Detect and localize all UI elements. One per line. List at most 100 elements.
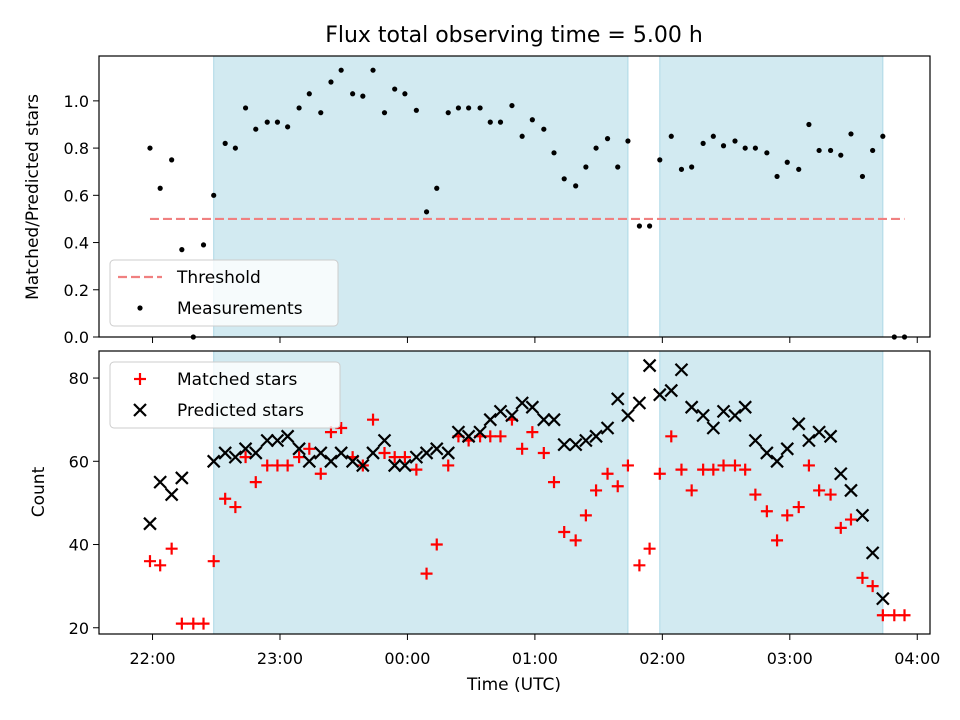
predicted-star-marker — [377, 433, 392, 448]
matched-star-marker — [760, 505, 773, 518]
ratio-x-ticks — [152, 337, 918, 343]
matched-star-marker — [813, 484, 826, 497]
measurement-point — [147, 145, 153, 151]
ratio-measurements — [147, 67, 908, 340]
predicted-star-marker — [493, 404, 508, 419]
measurement-point — [445, 110, 451, 116]
measurement-point — [541, 126, 547, 132]
matched-star-marker — [611, 480, 624, 493]
predicted-star-marker — [409, 450, 424, 464]
x-axis-label: Time (UTC) — [466, 675, 561, 695]
predicted-star-marker — [387, 458, 402, 473]
predicted-star-marker — [238, 442, 253, 456]
matched-star-marker — [856, 571, 869, 584]
count-y-axis: 20 40 60 80 — [69, 369, 99, 638]
predicted-star-marker — [632, 396, 647, 410]
y-tick-label: 1.0 — [64, 92, 89, 111]
ratio-legend: Threshold Measurements — [109, 259, 339, 327]
x-tick-label: 00:00 — [384, 649, 430, 668]
measurement-point — [509, 102, 515, 109]
predicted-star-marker — [621, 408, 635, 423]
predicted-star-marker — [876, 591, 890, 606]
matched-star-marker — [219, 492, 232, 505]
predicted-star-marker — [579, 433, 593, 448]
x-tick-label: 01:00 — [512, 649, 558, 668]
matched-star-marker — [410, 463, 423, 476]
measurement-point — [413, 107, 419, 113]
predicted-star-marker — [589, 429, 603, 444]
predicted-star-marker — [218, 446, 232, 460]
x-tick-label: 02:00 — [639, 649, 685, 668]
predicted-star-marker — [728, 408, 742, 423]
predicted-star-marker — [610, 392, 625, 406]
predicted-star-marker — [345, 454, 360, 469]
measurement-point — [519, 133, 525, 139]
measurement-point — [285, 124, 291, 130]
count-panel: 20 40 60 80 22:00 23:00 00:00 01:00 02:00 03:00 0… — [29, 350, 940, 668]
predicted-star-marker — [356, 458, 370, 473]
measurement-point — [434, 185, 440, 191]
measurement-point — [274, 119, 281, 125]
x-tick-label: 23:00 — [257, 649, 303, 668]
measurement-point — [328, 79, 334, 85]
measurement-point — [636, 223, 643, 229]
matched-star-marker — [685, 484, 698, 497]
x-tick-label: 22:00 — [129, 649, 175, 668]
matched-star-marker — [707, 463, 720, 476]
y-tick-label: 40 — [69, 536, 89, 555]
predicted-star-marker — [557, 437, 571, 452]
predicted-star-marker — [270, 433, 285, 448]
legend-predicted-swatch — [133, 403, 147, 417]
matched-star-marker — [271, 459, 284, 472]
matched-star-marker — [187, 617, 200, 630]
measurement-point — [402, 91, 408, 97]
matched-star-marker — [378, 446, 391, 459]
predicted-star-marker — [473, 425, 487, 439]
predicted-star-marker — [760, 446, 774, 460]
predicted-star-marker — [568, 437, 583, 452]
measurement-point — [392, 86, 398, 92]
matched-star-marker — [781, 509, 794, 522]
measurement-point — [561, 176, 567, 182]
y-tick-label: 60 — [69, 452, 89, 471]
matched-star-marker — [249, 476, 262, 489]
measurement-point — [784, 159, 790, 165]
ratio-panel: 0.0 0.2 0.4 0.6 0.8 1.0 Matched/Predicted sta… — [23, 55, 931, 347]
predicted-star-marker — [706, 421, 721, 435]
matched-star-marker — [261, 459, 274, 472]
measurement-point — [838, 152, 844, 158]
matched-star-marker — [876, 609, 889, 622]
count-x-axis: 22:00 23:00 00:00 01:00 02:00 03:00 04:00 — [129, 634, 940, 668]
ratio-legend-box — [109, 259, 339, 327]
predicted-star-marker — [334, 446, 348, 460]
matched-star-marker — [675, 463, 688, 476]
measurement-point — [774, 173, 780, 180]
matched-star-marker — [197, 617, 210, 630]
measurement-point — [593, 145, 599, 151]
measurement-point — [625, 138, 631, 144]
y-tick-label: 0.4 — [64, 234, 89, 253]
predicted-star-marker — [844, 483, 858, 498]
measurement-point — [306, 91, 312, 97]
ratio-plot-frame — [98, 55, 931, 338]
measurement-point — [583, 164, 589, 170]
predicted-star-marker — [684, 400, 699, 414]
measurement-point — [657, 157, 663, 163]
legend-measurements-label: Measurements — [177, 299, 303, 319]
matched-star-marker — [484, 430, 497, 443]
measurement-point — [381, 110, 388, 116]
matched-star-marker — [771, 534, 784, 547]
matched-star-marker — [154, 559, 167, 572]
measurement-point — [200, 242, 207, 248]
matched-star-marker — [516, 442, 529, 455]
matched-star-marker — [143, 555, 156, 568]
predicted-star-marker — [823, 429, 838, 444]
predicted-star-marker — [302, 454, 317, 469]
observing-interval — [659, 350, 884, 635]
predicted-star-marker — [834, 466, 848, 481]
matched-star-marker — [420, 567, 433, 580]
measurement-point — [222, 140, 228, 146]
matched-star-marker — [844, 513, 857, 526]
matched-star-marker — [697, 463, 710, 476]
legend-predicted-label: Predicted stars — [177, 401, 304, 421]
